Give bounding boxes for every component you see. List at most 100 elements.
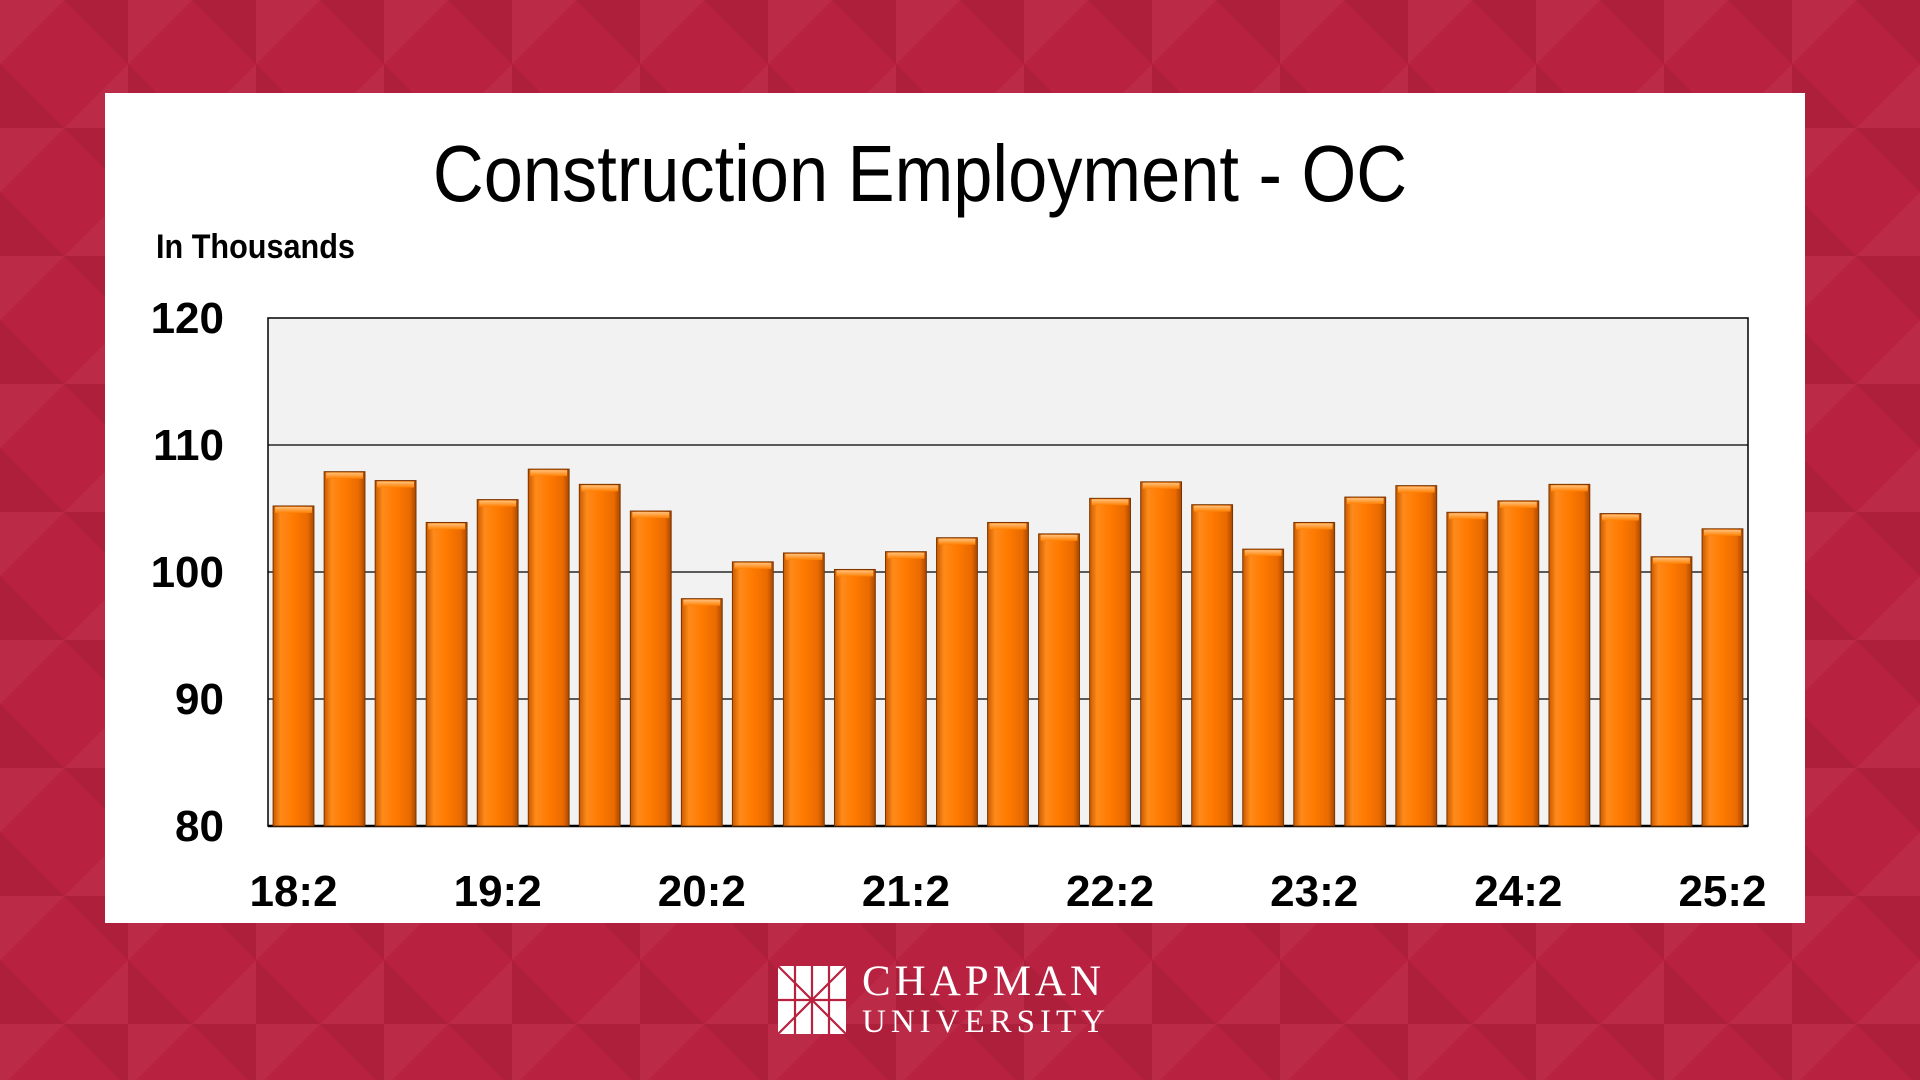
- bar-body: [1089, 497, 1131, 827]
- bar: [578, 483, 621, 827]
- bar: [1038, 533, 1080, 827]
- bar-body: [1242, 548, 1285, 827]
- bar-cap: [1295, 523, 1333, 530]
- bar: [782, 552, 825, 827]
- bar-body: [1344, 496, 1387, 827]
- x-tick-label: 24:2: [1474, 867, 1562, 916]
- bar-body: [374, 480, 417, 827]
- wordmark-line-2: UNIVERSITY: [862, 1004, 1110, 1040]
- bar-body: [885, 551, 927, 827]
- bar-body: [1650, 556, 1693, 827]
- bar-body: [1395, 485, 1438, 827]
- chapman-logo-icon: [778, 966, 846, 1034]
- bar: [680, 598, 723, 827]
- x-tick-label: 20:2: [658, 867, 746, 916]
- bar-cap: [1704, 529, 1741, 536]
- bar-body: [527, 468, 570, 827]
- bar-body: [1548, 483, 1591, 827]
- bar-cap: [938, 538, 976, 545]
- bar-cap: [1550, 485, 1588, 492]
- bar-body: [1446, 511, 1489, 827]
- y-tick-label: 80: [175, 802, 224, 851]
- bar-body: [1497, 500, 1540, 827]
- bar: [936, 537, 978, 827]
- bar-body: [1701, 528, 1744, 827]
- y-tick-label: 110: [153, 421, 224, 470]
- bar-body: [936, 537, 978, 827]
- bar: [987, 521, 1029, 827]
- bar: [1242, 548, 1285, 827]
- x-tick-label: 25:2: [1678, 867, 1766, 916]
- bar-cap: [1142, 482, 1180, 489]
- bar-cap: [785, 553, 823, 560]
- bar: [1191, 504, 1234, 827]
- bar: [272, 505, 315, 827]
- x-tick-label: 23:2: [1270, 867, 1358, 916]
- y-tick-label: 90: [175, 675, 224, 724]
- bar: [1701, 528, 1744, 827]
- bar-body: [987, 521, 1029, 827]
- bar-cap: [428, 523, 466, 530]
- bar-body: [1191, 504, 1234, 827]
- bar-cap: [632, 512, 670, 519]
- bar: [1497, 500, 1540, 827]
- bar: [885, 551, 927, 827]
- chart-title: Construction Employment - OC: [432, 129, 1408, 218]
- y-axis-unit-label: In Thousands: [156, 228, 355, 266]
- bar-body: [680, 598, 723, 827]
- bar: [527, 468, 570, 827]
- bar: [731, 561, 774, 827]
- bar-cap: [479, 500, 517, 507]
- bar-cap: [1040, 534, 1078, 541]
- bar-cap: [326, 472, 363, 479]
- bar-cap: [1244, 550, 1282, 557]
- bar-body: [1140, 481, 1183, 827]
- bar-body: [1038, 533, 1080, 827]
- bar-cap: [836, 570, 874, 577]
- bar-body: [425, 521, 468, 827]
- bar: [833, 568, 876, 827]
- university-wordmark: CHAPMAN UNIVERSITY: [862, 958, 1110, 1041]
- bar-cap: [377, 481, 414, 488]
- bar-body: [731, 561, 774, 827]
- bar-body: [782, 552, 825, 827]
- bar-cap: [1346, 498, 1384, 505]
- bar-body: [629, 510, 672, 827]
- x-tick-label: 21:2: [862, 867, 950, 916]
- bar-body: [272, 505, 315, 827]
- bar: [1140, 481, 1183, 827]
- wordmark-line-1: CHAPMAN: [862, 958, 1106, 1005]
- y-tick-label: 100: [151, 548, 224, 597]
- bar-cap: [1653, 557, 1690, 564]
- bar: [1650, 556, 1693, 827]
- bar: [374, 480, 417, 827]
- bar-cap: [887, 552, 925, 559]
- bar-cap: [683, 599, 721, 606]
- bar-cap: [1499, 501, 1537, 508]
- bar: [1548, 483, 1591, 827]
- bar: [1293, 521, 1336, 827]
- bar-body: [833, 568, 876, 827]
- bar-body: [1599, 513, 1642, 827]
- bar: [1089, 497, 1131, 827]
- bar-body: [323, 471, 366, 827]
- y-tick-label: 120: [151, 294, 224, 343]
- bar: [323, 471, 366, 827]
- bar-cap: [275, 506, 312, 513]
- bar: [629, 510, 672, 827]
- bar-cap: [989, 523, 1027, 530]
- bar-cap: [530, 470, 568, 477]
- bar-cap: [1448, 513, 1486, 520]
- bar: [425, 521, 468, 827]
- bar: [1344, 496, 1387, 827]
- bar-cap: [734, 562, 772, 569]
- x-tick-label: 22:2: [1066, 867, 1154, 916]
- x-tick-label: 19:2: [454, 867, 542, 916]
- bar-cap: [1091, 499, 1129, 506]
- bar-cap: [1397, 486, 1435, 493]
- bar-body: [578, 483, 621, 827]
- bar-body: [476, 499, 519, 827]
- bar-body: [1293, 521, 1336, 827]
- bar: [1446, 511, 1489, 827]
